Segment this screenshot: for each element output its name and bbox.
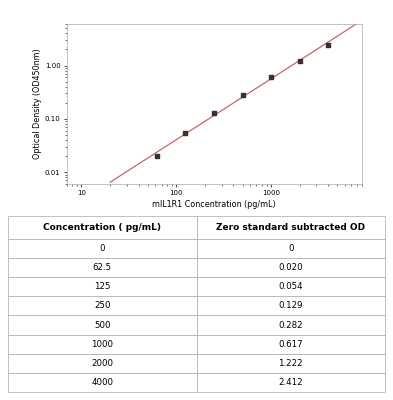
Point: [239, 92, 246, 98]
X-axis label: mIL1R1 Concentration (pg/mL): mIL1R1 Concentration (pg/mL): [152, 200, 276, 210]
Y-axis label: Optical Density (OD450nm): Optical Density (OD450nm): [33, 49, 42, 159]
Point: [182, 130, 189, 136]
Point: [268, 74, 274, 80]
Point: [211, 110, 217, 116]
Point: [296, 58, 303, 64]
Point: [154, 153, 160, 159]
Point: [325, 42, 331, 48]
